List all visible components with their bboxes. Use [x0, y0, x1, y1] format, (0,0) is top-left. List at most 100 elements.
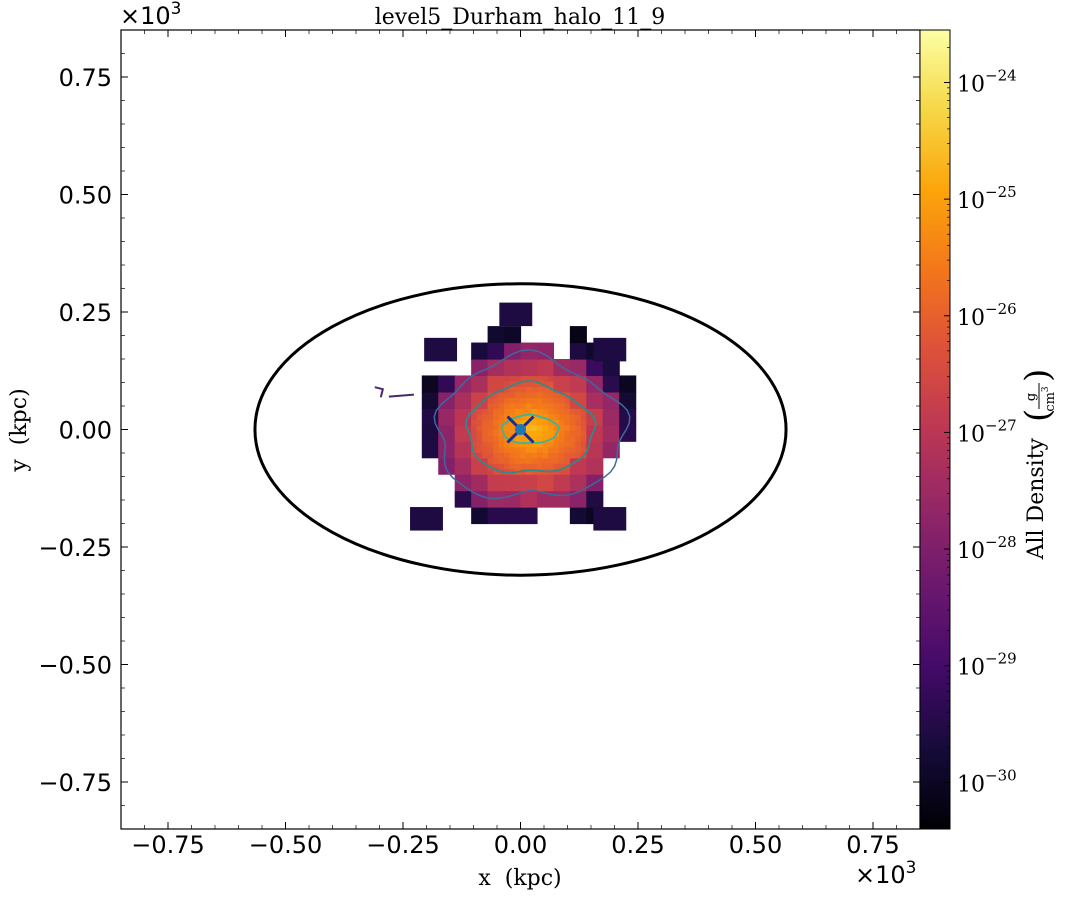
- heatmap-cell: [525, 380, 533, 388]
- heatmap-cell: [536, 402, 544, 409]
- heatmap-cell: [520, 413, 527, 420]
- heatmap-cell: [531, 419, 538, 426]
- heatmap-cell: [487, 446, 494, 453]
- heatmap-cell: [482, 408, 489, 415]
- heatmap-cell: [542, 435, 549, 442]
- heatmap-cell: [542, 380, 549, 388]
- heatmap-cell: [558, 468, 565, 475]
- heatmap-cell: [542, 413, 549, 420]
- heatmap-cell: [593, 337, 627, 362]
- heatmap-cell: [515, 435, 522, 442]
- heatmap-cell: [564, 397, 571, 404]
- heatmap-cell: [547, 391, 554, 398]
- heatmap-cell: [487, 342, 505, 360]
- heatmap-cell: [498, 408, 505, 415]
- heatmap-cell: [504, 490, 522, 508]
- heatmap-cell: [421, 391, 439, 409]
- heatmap-cell: [509, 457, 516, 464]
- heatmap-cell: [531, 446, 538, 453]
- heatmap-cell: [586, 457, 604, 475]
- heatmap-cell: [504, 457, 511, 464]
- heatmap-cell: [471, 424, 478, 431]
- heatmap-cell: [520, 419, 527, 426]
- heatmap-cell: [580, 446, 587, 453]
- heatmap-cell: [482, 424, 489, 431]
- heatmap-cell: [580, 419, 587, 426]
- heatmap-cell: [525, 391, 533, 398]
- heatmap-cell: [569, 474, 587, 492]
- heatmap-cell: [586, 359, 604, 377]
- heatmap-cell: [569, 441, 576, 448]
- heatmap-cell: [487, 463, 494, 470]
- heatmap-cell: [487, 474, 505, 492]
- heatmap-cell: [487, 430, 494, 437]
- heatmap-cell: [536, 446, 544, 453]
- heatmap-cell: [547, 463, 554, 470]
- heatmap-cell: [536, 457, 544, 464]
- heatmap-cell: [509, 375, 516, 382]
- heatmap-cell: [542, 375, 549, 382]
- colorbar-unit-numerator: g: [1024, 393, 1039, 401]
- heatmap-cell: [520, 507, 538, 525]
- heatmap-cell: [575, 435, 582, 442]
- heatmap-cell: [569, 419, 576, 426]
- heatmap-cell: [454, 457, 472, 475]
- heatmap-cell: [547, 419, 554, 426]
- heatmap-cell: [553, 391, 560, 398]
- heatmap-cell: [602, 359, 620, 377]
- heatmap-cell: [553, 402, 560, 409]
- heatmap-cell: [493, 441, 500, 448]
- heatmap-cell: [553, 457, 560, 464]
- heatmap-cell: [619, 375, 637, 393]
- heatmap-cell: [498, 397, 505, 404]
- heatmap-cell: [531, 386, 538, 393]
- heatmap-cell: [520, 452, 527, 459]
- heatmap-cell: [487, 326, 505, 344]
- heatmap-cell: [504, 413, 511, 420]
- heatmap-cell: [525, 457, 533, 464]
- heatmap-cell: [580, 430, 587, 437]
- heatmap-cell: [509, 430, 516, 437]
- heatmap-cell: [558, 441, 565, 448]
- heatmap-cell: [487, 424, 494, 431]
- heatmap-cell: [520, 474, 538, 492]
- x-tick-label: 0.25: [611, 831, 664, 859]
- heatmap-cell: [553, 441, 560, 448]
- heatmap-cell: [424, 337, 458, 362]
- heatmap-cell: [509, 391, 516, 398]
- contour-inner: [500, 413, 560, 445]
- heatmap-cell: [558, 391, 565, 398]
- heatmap-cell: [454, 408, 472, 426]
- heatmap-cell: [476, 435, 483, 442]
- heatmap-cell: [520, 375, 527, 382]
- heatmap-cell: [593, 507, 627, 531]
- heatmap-cell: [471, 375, 489, 393]
- heatmap-cell: [558, 435, 565, 442]
- y-tick-label: 0.50: [59, 182, 112, 210]
- contour-middle: [465, 380, 597, 474]
- colorbar-tick-label: 10−24: [957, 66, 1017, 97]
- chart-title: level5_Durham_halo_11_9: [375, 5, 666, 30]
- y-tick-label: 0.25: [59, 299, 112, 327]
- y-tick-label: 0.75: [59, 64, 112, 92]
- colorbar-label: All Density ( g cm3 ): [1018, 369, 1058, 561]
- heatmap-cell: [536, 397, 544, 404]
- heatmap-cell: [476, 413, 483, 420]
- heatmap-cell: [504, 446, 511, 453]
- heatmap-cell: [558, 463, 565, 470]
- heatmap-cell: [471, 408, 478, 415]
- heatmap-cell: [482, 441, 489, 448]
- x-tick-label: 0.75: [846, 831, 899, 859]
- heatmap-cell: [525, 468, 533, 475]
- heatmap-cell: [553, 468, 560, 475]
- heatmap-cell: [536, 391, 544, 398]
- heatmap-cell: [536, 408, 544, 415]
- heatmap-cell: [487, 402, 494, 409]
- heatmap-cell: [471, 342, 489, 360]
- heatmap-cell: [536, 452, 544, 459]
- heatmap-cell: [558, 452, 565, 459]
- heatmap-cell: [454, 391, 472, 409]
- heatmap-cell: [553, 397, 560, 404]
- heatmap-cell: [493, 408, 500, 415]
